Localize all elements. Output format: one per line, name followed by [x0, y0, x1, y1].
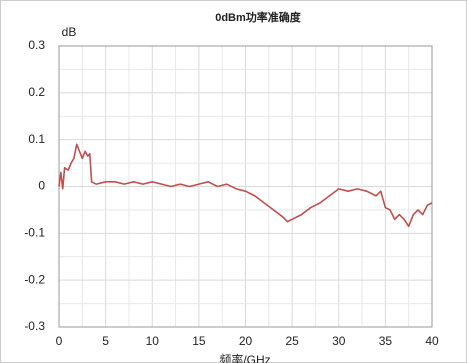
x-tick-label: 15: [192, 334, 206, 348]
x-tick-label: 5: [102, 334, 109, 348]
y-tick-label: 0.1: [28, 132, 45, 146]
x-tick-label: 0: [56, 334, 63, 348]
x-tick-label: 25: [285, 334, 299, 348]
y-unit: dB: [62, 25, 77, 39]
x-tick-label: 10: [146, 334, 160, 348]
x-tick-label: 40: [425, 334, 439, 348]
data-line: [58, 143, 433, 228]
y-tick-label: -0.2: [24, 272, 45, 286]
x-tick-label: 35: [379, 334, 393, 348]
y-tick-label: 0.2: [28, 85, 45, 99]
chart-title: 0dBm功率准确度: [215, 10, 302, 24]
y-tick-label: -0.3: [24, 319, 45, 333]
x-tick-label: 20: [239, 334, 253, 348]
y-tick-label: 0: [38, 179, 45, 193]
x-axis-label: 频率/GHz: [219, 352, 270, 363]
y-tick-label: -0.1: [24, 226, 45, 240]
y-tick-label: 0.3: [28, 38, 45, 52]
x-tick-label: 30: [332, 334, 346, 348]
